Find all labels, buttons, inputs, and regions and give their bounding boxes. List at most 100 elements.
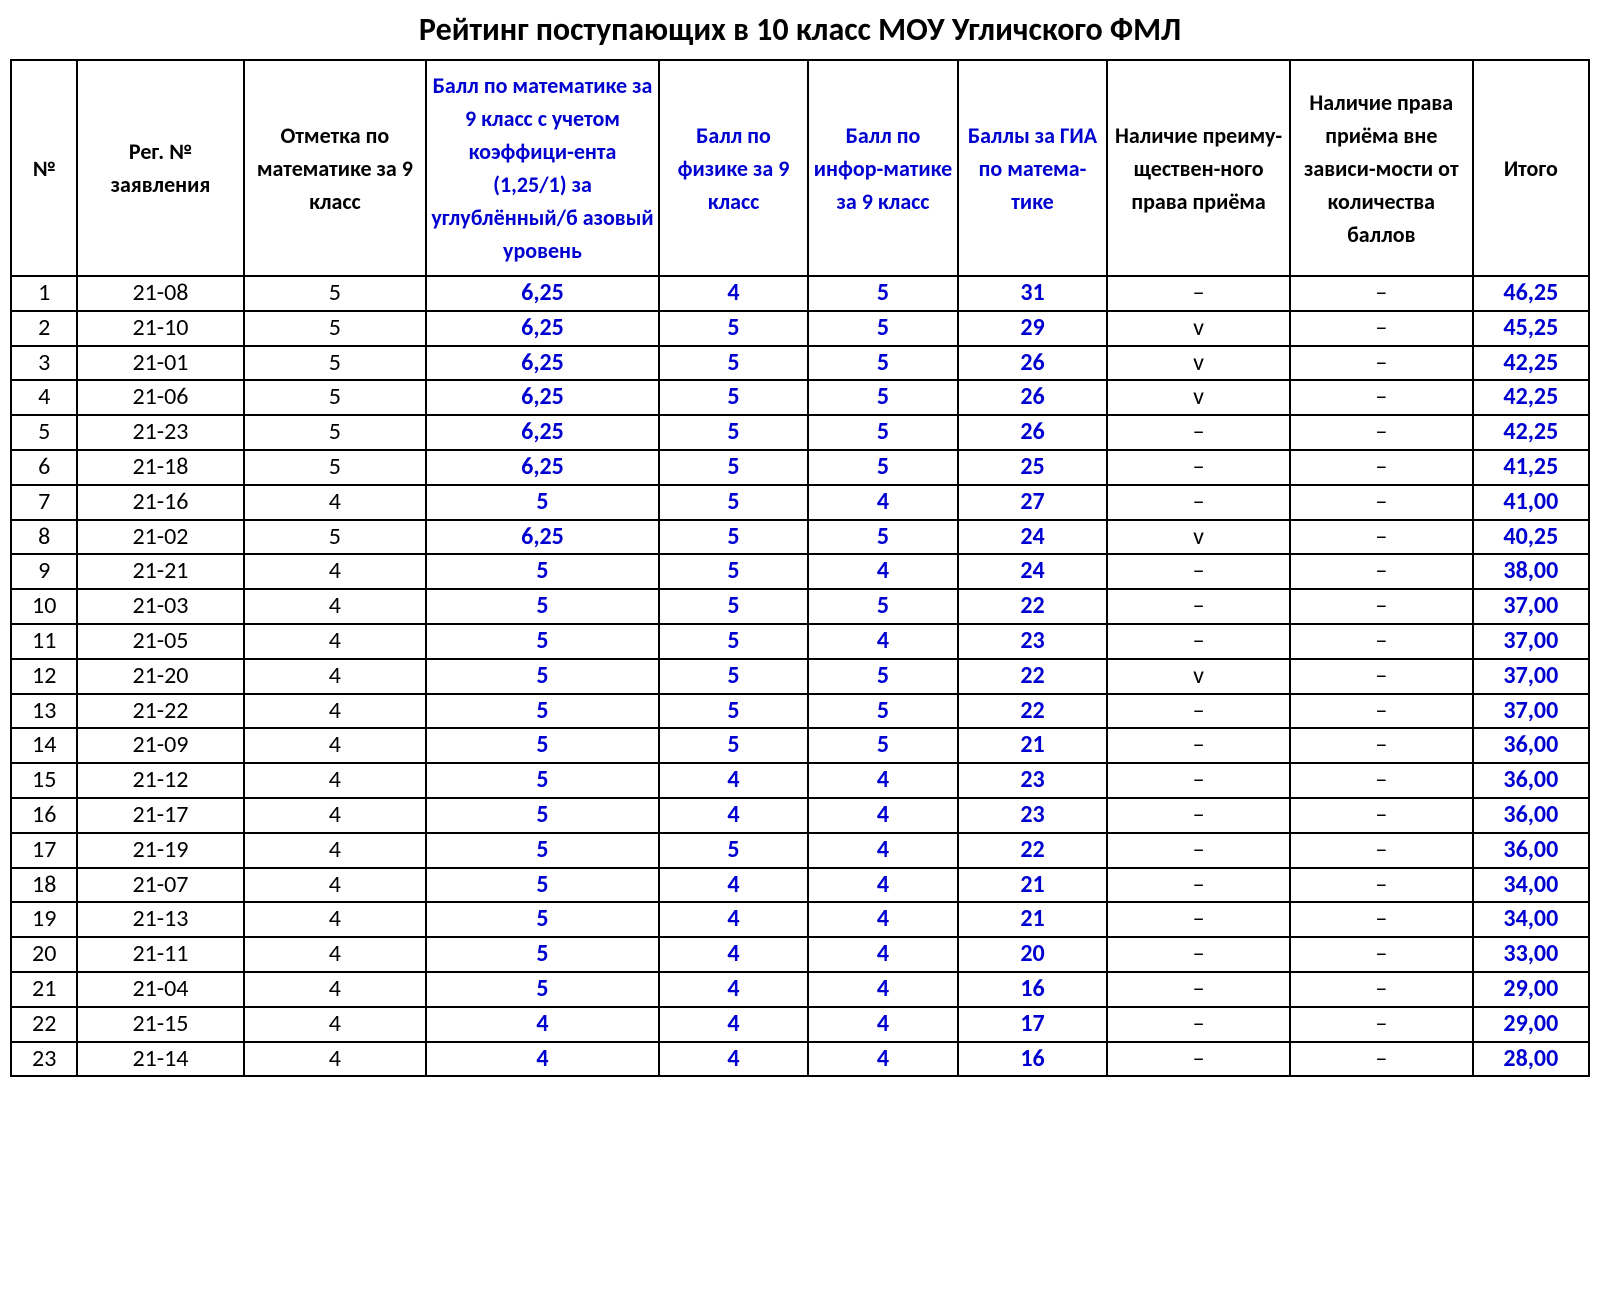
cell-gia: 22 [958, 659, 1107, 694]
cell-mark: 4 [244, 902, 427, 937]
cell-right: – [1290, 520, 1473, 555]
cell-num: 15 [11, 763, 77, 798]
cell-reg: 21-18 [77, 450, 243, 485]
cell-mark: 4 [244, 485, 427, 520]
cell-coef: 5 [426, 694, 659, 729]
cell-right: – [1290, 346, 1473, 381]
cell-coef: 5 [426, 798, 659, 833]
cell-num: 4 [11, 380, 77, 415]
cell-phys: 4 [659, 902, 808, 937]
cell-total: 36,00 [1473, 728, 1589, 763]
cell-total: 37,00 [1473, 624, 1589, 659]
cell-inf: 4 [808, 902, 957, 937]
cell-prio: v [1107, 520, 1290, 555]
cell-coef: 5 [426, 659, 659, 694]
cell-right: – [1290, 415, 1473, 450]
cell-inf: 5 [808, 380, 957, 415]
rating-table: №Рег. № заявленияОтметка по математике з… [10, 59, 1590, 1077]
cell-reg: 21-06 [77, 380, 243, 415]
cell-right: – [1290, 972, 1473, 1007]
cell-gia: 22 [958, 694, 1107, 729]
cell-reg: 21-05 [77, 624, 243, 659]
cell-gia: 26 [958, 346, 1107, 381]
cell-total: 29,00 [1473, 972, 1589, 1007]
table-row: 1821-07454421––34,00 [11, 868, 1589, 903]
table-row: 521-2356,255526––42,25 [11, 415, 1589, 450]
cell-mark: 4 [244, 1042, 427, 1077]
cell-right: – [1290, 1042, 1473, 1077]
cell-prio: v [1107, 380, 1290, 415]
table-row: 2221-15444417––29,00 [11, 1007, 1589, 1042]
cell-reg: 21-08 [77, 276, 243, 311]
cell-total: 46,25 [1473, 276, 1589, 311]
cell-prio: – [1107, 972, 1290, 1007]
cell-phys: 4 [659, 937, 808, 972]
table-row: 221-1056,255529v–45,25 [11, 311, 1589, 346]
table-row: 1521-12454423––36,00 [11, 763, 1589, 798]
cell-reg: 21-02 [77, 520, 243, 555]
cell-total: 36,00 [1473, 763, 1589, 798]
cell-coef: 6,25 [426, 311, 659, 346]
cell-num: 2 [11, 311, 77, 346]
cell-mark: 4 [244, 798, 427, 833]
cell-phys: 5 [659, 694, 808, 729]
cell-right: – [1290, 937, 1473, 972]
cell-total: 28,00 [1473, 1042, 1589, 1077]
cell-gia: 21 [958, 728, 1107, 763]
table-row: 1121-05455423––37,00 [11, 624, 1589, 659]
cell-phys: 5 [659, 415, 808, 450]
cell-num: 12 [11, 659, 77, 694]
cell-phys: 4 [659, 763, 808, 798]
cell-num: 8 [11, 520, 77, 555]
cell-inf: 5 [808, 520, 957, 555]
cell-num: 7 [11, 485, 77, 520]
cell-inf: 5 [808, 728, 957, 763]
cell-inf: 4 [808, 485, 957, 520]
table-row: 2321-14444416––28,00 [11, 1042, 1589, 1077]
cell-coef: 5 [426, 624, 659, 659]
cell-coef: 4 [426, 1042, 659, 1077]
table-row: 1021-03455522––37,00 [11, 589, 1589, 624]
cell-inf: 5 [808, 276, 957, 311]
cell-inf: 4 [808, 1042, 957, 1077]
cell-prio: – [1107, 694, 1290, 729]
cell-gia: 16 [958, 1042, 1107, 1077]
cell-prio: – [1107, 937, 1290, 972]
cell-right: – [1290, 624, 1473, 659]
cell-right: – [1290, 554, 1473, 589]
cell-right: – [1290, 311, 1473, 346]
cell-total: 37,00 [1473, 694, 1589, 729]
cell-num: 19 [11, 902, 77, 937]
cell-phys: 5 [659, 311, 808, 346]
cell-inf: 5 [808, 659, 957, 694]
cell-prio: – [1107, 450, 1290, 485]
cell-reg: 21-16 [77, 485, 243, 520]
cell-num: 6 [11, 450, 77, 485]
cell-phys: 5 [659, 554, 808, 589]
cell-num: 14 [11, 728, 77, 763]
cell-coef: 6,25 [426, 520, 659, 555]
cell-total: 34,00 [1473, 902, 1589, 937]
cell-total: 37,00 [1473, 659, 1589, 694]
col-header-reg: Рег. № заявления [77, 60, 243, 276]
cell-total: 40,25 [1473, 520, 1589, 555]
col-header-total: Итого [1473, 60, 1589, 276]
cell-coef: 4 [426, 1007, 659, 1042]
cell-mark: 5 [244, 520, 427, 555]
cell-gia: 31 [958, 276, 1107, 311]
cell-total: 37,00 [1473, 589, 1589, 624]
cell-prio: – [1107, 485, 1290, 520]
cell-num: 13 [11, 694, 77, 729]
table-row: 421-0656,255526v–42,25 [11, 380, 1589, 415]
cell-phys: 4 [659, 276, 808, 311]
cell-right: – [1290, 694, 1473, 729]
cell-prio: – [1107, 554, 1290, 589]
cell-inf: 4 [808, 833, 957, 868]
cell-gia: 24 [958, 554, 1107, 589]
cell-gia: 23 [958, 624, 1107, 659]
cell-prio: – [1107, 763, 1290, 798]
cell-coef: 5 [426, 763, 659, 798]
col-header-coef: Балл по математике за 9 класс с учетом к… [426, 60, 659, 276]
cell-phys: 5 [659, 624, 808, 659]
cell-mark: 4 [244, 833, 427, 868]
